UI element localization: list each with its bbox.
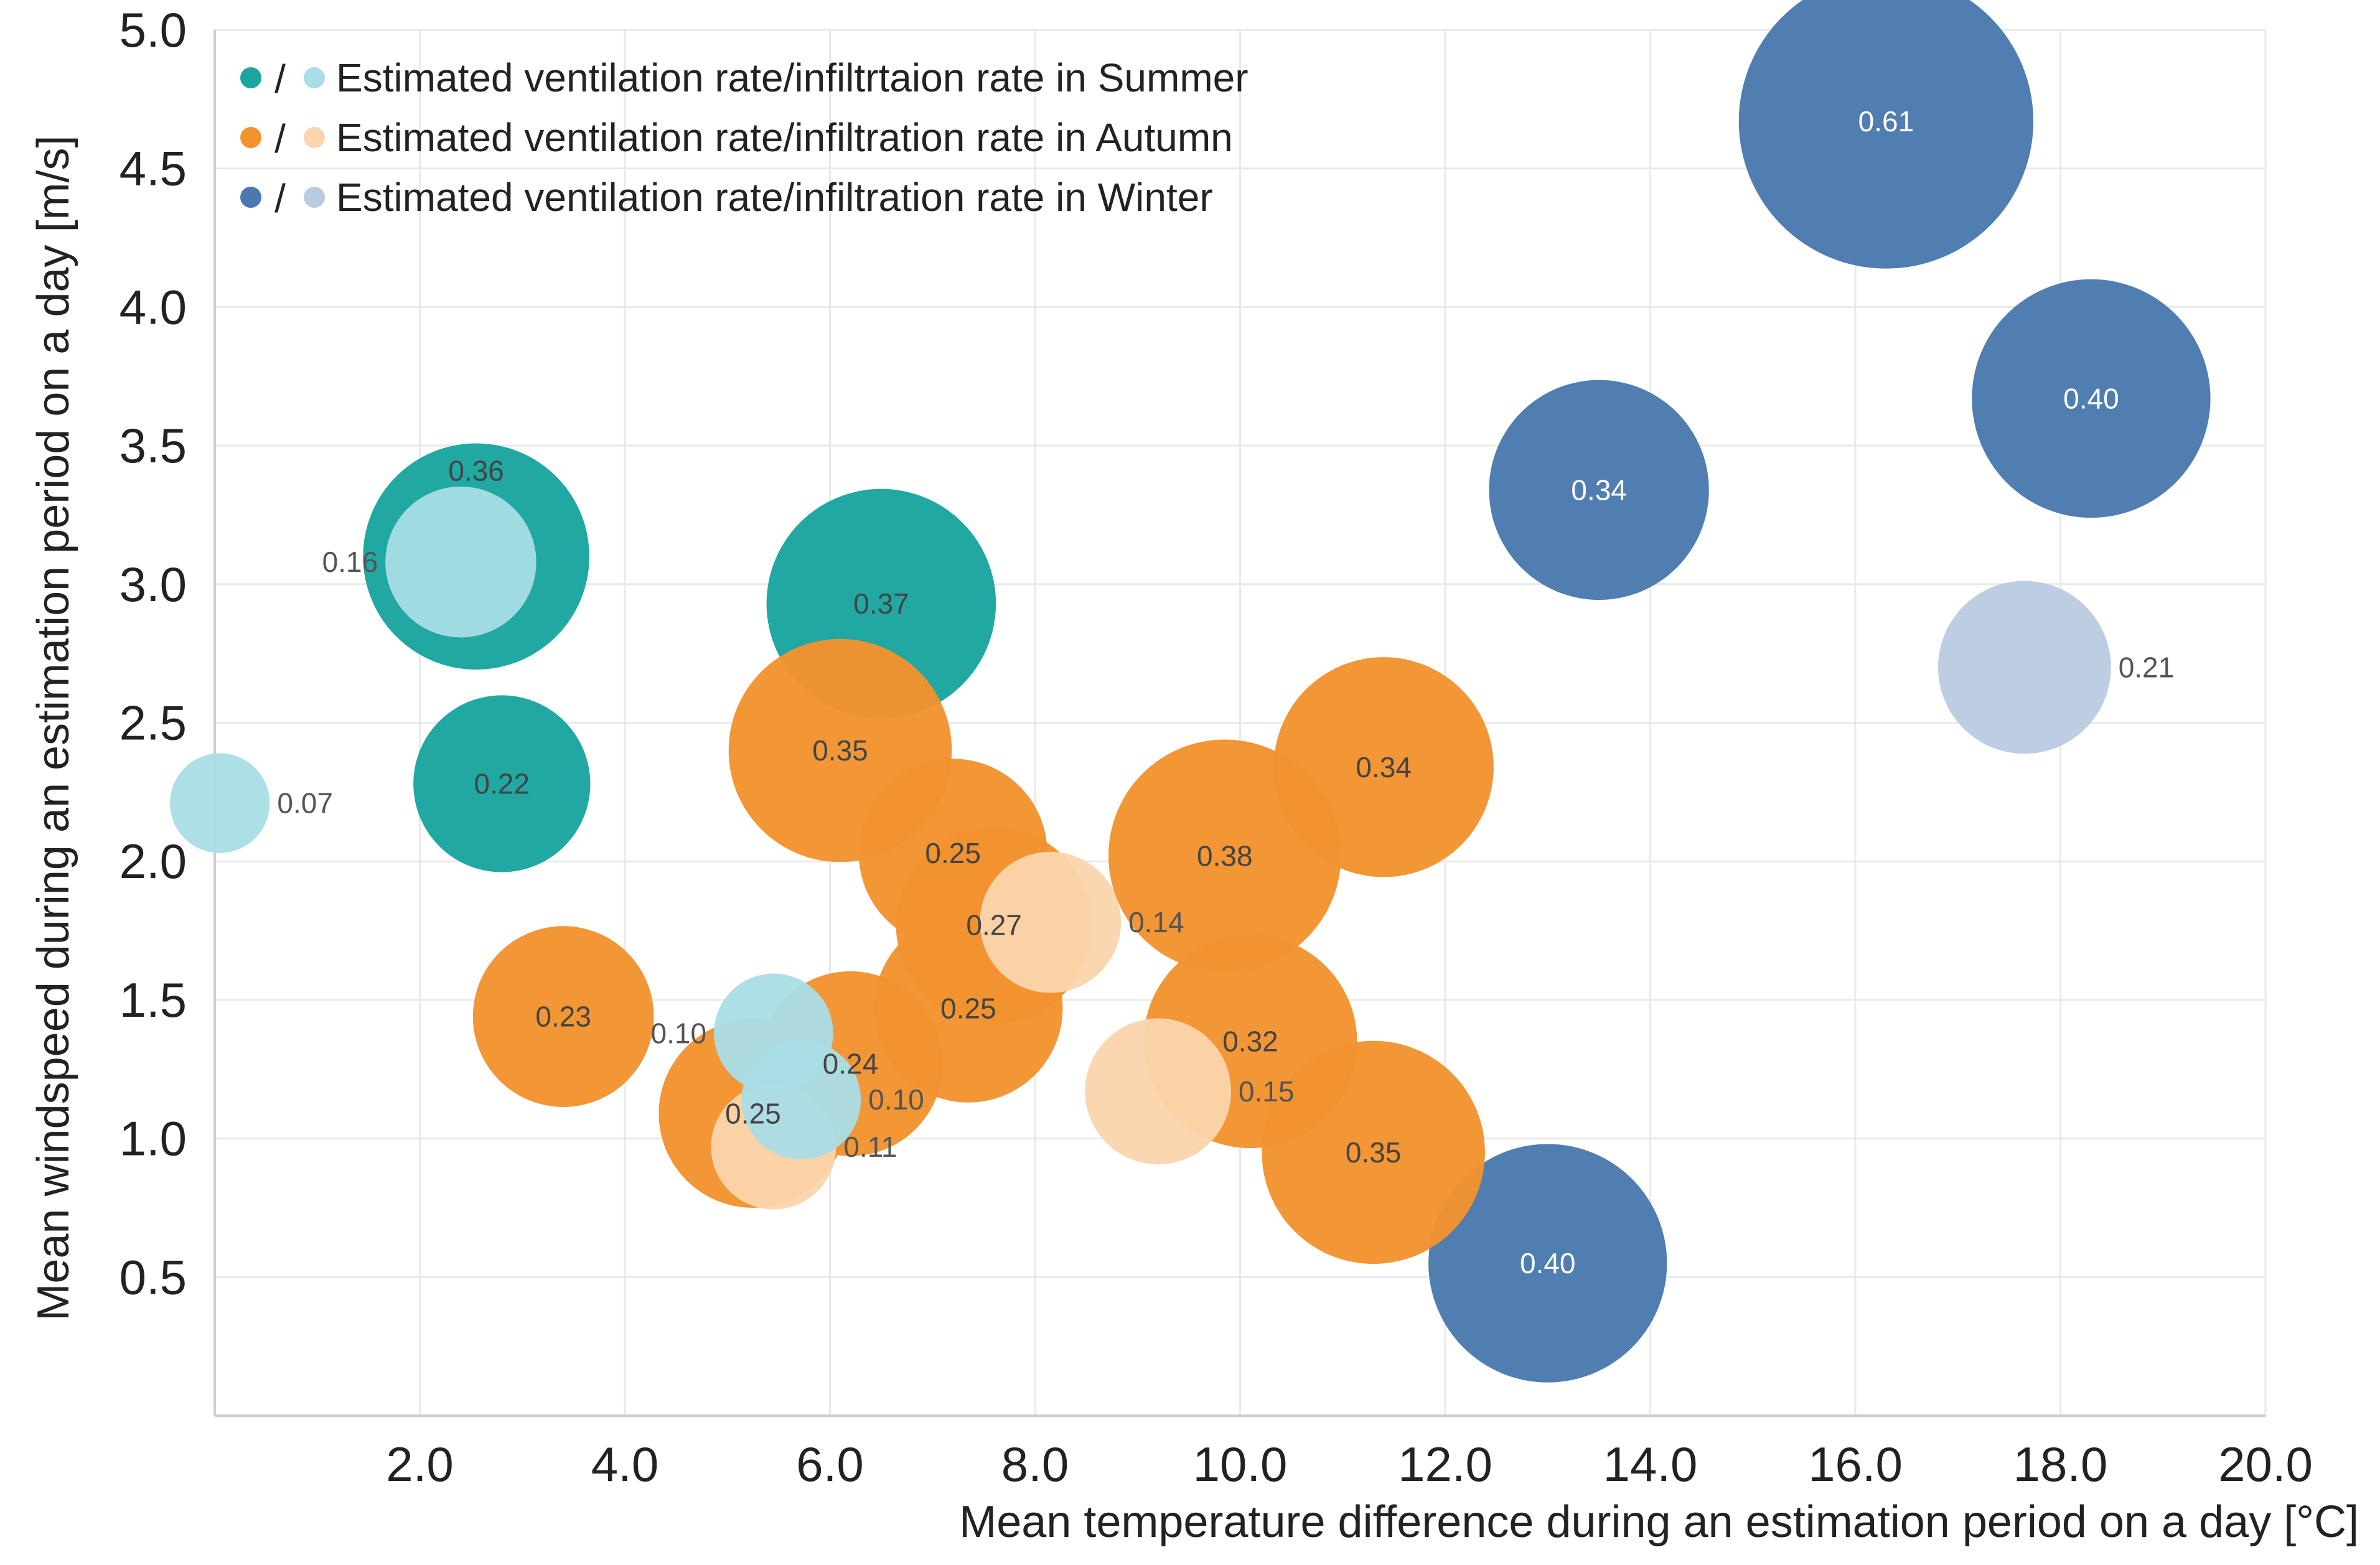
bubble-winter-ventilation <box>1489 380 1709 600</box>
x-tick-label: 14.0 <box>1603 1437 1698 1492</box>
bubble-value-label: 0.15 <box>1239 1075 1295 1108</box>
y-tick-label: 1.0 <box>119 1111 187 1166</box>
legend-marker-dark <box>240 127 261 148</box>
legend-marker-light <box>304 127 325 148</box>
bubble-value-label: 0.14 <box>1128 906 1184 938</box>
y-tick-label: 0.5 <box>119 1250 187 1304</box>
bubble-autumn-ventilation <box>472 926 654 1107</box>
bubble-value-label: 0.61 <box>1858 105 1914 138</box>
bubble-value-label: 0.36 <box>448 454 504 487</box>
legend-slash: / <box>274 116 286 161</box>
bubble-value-label: 0.40 <box>1520 1247 1576 1279</box>
x-tick-label: 12.0 <box>1398 1437 1492 1492</box>
bubble-value-label: 0.22 <box>474 767 530 800</box>
y-tick-label: 3.0 <box>119 557 187 612</box>
legend: / Estimated ventilation rate/infiltrtaion… <box>240 55 1249 221</box>
y-tick-label: 2.5 <box>119 696 187 750</box>
legend-label: Estimated ventilation rate/infiltration … <box>336 175 1213 220</box>
bubble-summer-infiltration <box>741 1040 861 1160</box>
bubble-value-label: 0.27 <box>966 909 1022 941</box>
bubble-value-label: 0.10 <box>868 1083 924 1116</box>
bubble-value-label: 0.21 <box>2119 651 2175 683</box>
bubble-value-label: 0.24 <box>823 1047 879 1080</box>
legend-marker-dark <box>240 187 261 208</box>
y-tick-label: 4.0 <box>119 279 187 334</box>
legend-label: Estimated ventilation rate/infiltrtaion … <box>336 55 1249 100</box>
bubble-winter-ventilation <box>1428 1144 1667 1383</box>
bubble-value-label: 0.07 <box>277 787 333 820</box>
x-axis-title: Mean temperature difference during an es… <box>959 1497 2359 1547</box>
bubble-autumn-infiltration <box>980 851 1122 993</box>
x-tick-label: 16.0 <box>1808 1437 1903 1492</box>
bubble-value-label: 0.35 <box>1346 1136 1402 1169</box>
y-tick-label: 5.0 <box>119 2 187 57</box>
bubble-value-label: 0.16 <box>322 546 378 578</box>
bubble-value-label: 0.11 <box>843 1131 897 1163</box>
x-tick-label: 18.0 <box>2013 1437 2108 1492</box>
bubble-value-label: 0.34 <box>1356 751 1412 783</box>
bubble-value-label: 0.23 <box>535 1001 591 1033</box>
bubble-value-label: 0.34 <box>1571 474 1627 506</box>
bubble-summer-infiltration <box>385 486 536 638</box>
axes: 2.0 4.0 6.0 8.0 10.0 12.0 14.0 16.0 18.0 20.0 0.5 1… <box>119 2 2313 1492</box>
legend-marker-dark <box>240 67 261 88</box>
bubble-value-label: 0.35 <box>812 734 868 767</box>
x-tick-label: 10.0 <box>1193 1437 1288 1492</box>
x-tick-label: 8.0 <box>1001 1437 1069 1492</box>
x-tick-label: 20.0 <box>2218 1437 2313 1492</box>
bubble-value-label: 0.32 <box>1222 1025 1278 1058</box>
bubble-summer-ventilation <box>413 695 591 872</box>
y-tick-label: 1.5 <box>119 973 187 1027</box>
legend-label: Estimated ventilation rate/infiltration … <box>336 115 1233 160</box>
x-tick-label: 6.0 <box>796 1437 863 1492</box>
bubble-value-label: 0.38 <box>1197 839 1253 872</box>
bubble-winter-ventilation <box>1738 0 2034 269</box>
bubble-value-label: 0.10 <box>651 1017 707 1049</box>
bubble-winter-ventilation <box>1972 279 2211 518</box>
bubble-autumn-ventilation <box>1273 657 1494 877</box>
bubble-winter-infiltration <box>1937 581 2111 754</box>
y-axis-title: Mean windspeed during an estimation peri… <box>29 135 78 1320</box>
bubble-value-label: 0.25 <box>925 837 981 869</box>
bubble-summer-infiltration <box>170 753 270 853</box>
legend-marker-light <box>304 187 325 208</box>
bubbles <box>170 0 2211 1383</box>
x-tick-label: 4.0 <box>591 1437 658 1492</box>
bubble-autumn-infiltration <box>1085 1018 1232 1165</box>
y-tick-label: 2.0 <box>119 834 187 889</box>
x-tick-label: 2.0 <box>386 1437 453 1492</box>
legend-marker-light <box>304 67 325 88</box>
legend-slash: / <box>274 57 286 101</box>
y-tick-label: 4.5 <box>119 141 187 196</box>
bubble-value-label: 0.25 <box>940 992 996 1024</box>
y-tick-label: 3.5 <box>119 418 187 473</box>
bubble-value-label: 0.40 <box>2063 382 2119 414</box>
bubble-value-label: 0.37 <box>853 587 909 620</box>
bubble-value-label: 0.25 <box>725 1098 781 1130</box>
bubble-labels: 0.07 0.10 0.10 0.11 0.14 0.15 0.16 0.21 0.22 0.23… <box>277 105 2174 1279</box>
legend-slash: / <box>274 176 286 221</box>
